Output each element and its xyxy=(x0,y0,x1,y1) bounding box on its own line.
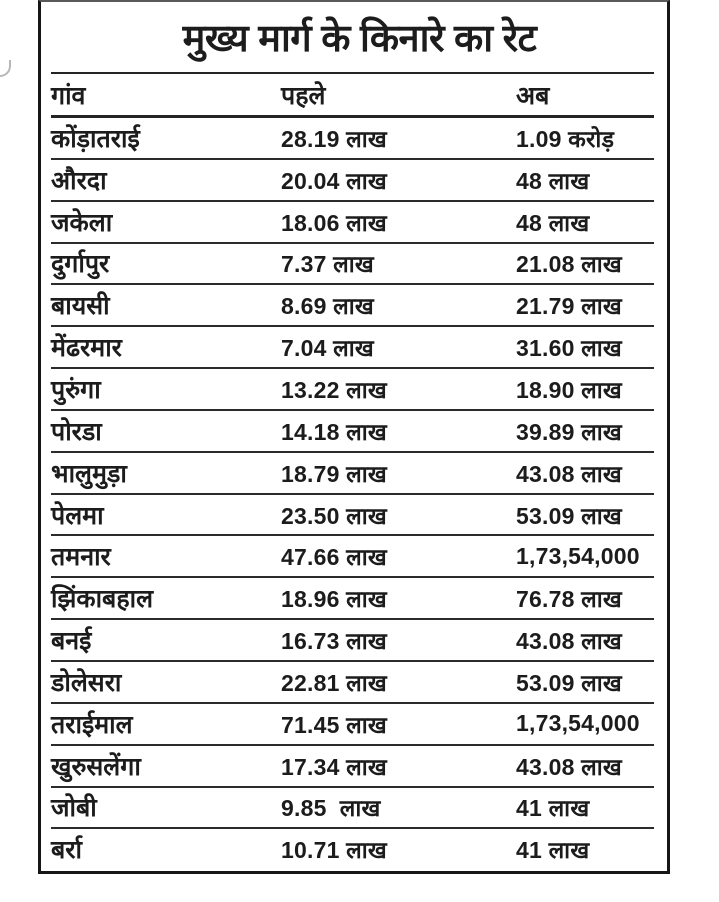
table-row: बर्रा 10.71 लाख 41 लाख xyxy=(51,829,654,869)
table-row: बनई 16.73 लाख 43.08 लाख xyxy=(51,620,654,662)
before-rate-cell: 16.73 लाख xyxy=(281,628,387,655)
now-rate-cell: 21.79 लाख xyxy=(516,293,622,320)
now-rate-cell: 1.09 करोड़ xyxy=(516,125,615,152)
table-row: तराईमाल 71.45 लाख 1,73,54,000 xyxy=(51,704,654,746)
now-rate-cell: 41 लाख xyxy=(516,837,590,864)
table-row: दुर्गापुर 7.37 लाख 21.08 लाख xyxy=(51,244,654,286)
now-rate-cell: 48 लाख xyxy=(516,167,590,194)
table-row: भालुमुड़ा 18.79 लाख 43.08 लाख xyxy=(51,453,654,495)
now-rate-cell: 1,73,54,000 xyxy=(516,710,640,737)
table-row: जकेला 18.06 लाख 48 लाख xyxy=(51,202,654,244)
before-rate-cell: 7.37 लाख xyxy=(281,251,374,278)
now-rate-cell: 53.09 लाख xyxy=(516,502,622,529)
rate-table-panel: मुख्य मार्ग के किनारे का रेट गांव पहले अ… xyxy=(38,0,670,874)
before-rate-cell: 18.06 लाख xyxy=(281,209,387,236)
table-row: तमनार 47.66 लाख 1,73,54,000 xyxy=(51,536,654,579)
village-cell: मेंढरमार xyxy=(51,334,122,363)
table-row: खुरुसलेंगा 17.34 लाख 43.08 लाख xyxy=(51,746,654,788)
table-row: मेंढरमार 7.04 लाख 31.60 लाख xyxy=(51,327,654,370)
table-row: झिंकाबहाल 18.96 लाख 76.78 लाख xyxy=(51,578,654,621)
before-rate-cell: 13.22 लाख xyxy=(281,376,387,403)
table-body: कोंड़ातराई 28.19 लाख 1.09 करोड़ औरदा 20.… xyxy=(51,118,654,869)
table-row: बायसी 8.69 लाख 21.79 लाख xyxy=(51,285,654,328)
village-cell: पुरुंगा xyxy=(51,375,101,404)
table-row: पेलमा 23.50 लाख 53.09 लाख xyxy=(51,495,654,537)
now-rate-cell: 53.09 लाख xyxy=(516,669,622,696)
village-cell: दुर्गापुर xyxy=(51,250,110,279)
village-cell: बर्रा xyxy=(51,836,82,865)
village-cell: झिंकाबहाल xyxy=(51,585,154,614)
village-cell: जोबी xyxy=(51,794,97,823)
before-rate-cell: 18.96 लाख xyxy=(281,586,387,613)
now-rate-cell: 21.08 लाख xyxy=(516,251,622,278)
now-rate-cell: 43.08 लाख xyxy=(516,628,622,655)
before-rate-cell: 47.66 लाख xyxy=(281,544,387,571)
table-row: कोंड़ातराई 28.19 लाख 1.09 करोड़ xyxy=(51,118,654,160)
column-header-before: पहले xyxy=(281,81,326,110)
now-rate-cell: 18.90 लाख xyxy=(516,376,622,403)
before-rate-cell: 20.04 लाख xyxy=(281,167,387,194)
village-cell: कोंड़ातराई xyxy=(51,124,140,153)
village-cell: पोरडा xyxy=(51,417,102,446)
village-cell: डोलेसरा xyxy=(51,668,122,697)
now-rate-cell: 31.60 लाख xyxy=(516,335,622,362)
before-rate-cell: 10.71 लाख xyxy=(281,837,387,864)
before-rate-cell: 8.69 लाख xyxy=(281,293,374,320)
village-cell: औरदा xyxy=(51,166,107,195)
village-cell: भालुमुड़ा xyxy=(51,459,127,488)
table-row: पुरुंगा 13.22 लाख 18.90 लाख xyxy=(51,369,654,411)
before-rate-cell: 7.04 लाख xyxy=(281,335,374,362)
before-rate-cell: 9.85 लाख xyxy=(281,795,381,822)
now-rate-cell: 43.08 लाख xyxy=(516,753,622,780)
now-rate-cell: 41 लाख xyxy=(516,795,590,822)
now-rate-cell: 43.08 लाख xyxy=(516,460,622,487)
before-rate-cell: 18.79 लाख xyxy=(281,460,387,487)
table-header-row: गांव पहले अब xyxy=(51,74,654,118)
table-row: जोबी 9.85 लाख 41 लाख xyxy=(51,788,654,830)
before-rate-cell: 17.34 लाख xyxy=(281,753,387,780)
village-cell: तमनार xyxy=(51,543,111,572)
before-rate-cell: 28.19 लाख xyxy=(281,125,387,152)
now-rate-cell: 48 लाख xyxy=(516,209,590,236)
column-header-now: अब xyxy=(516,81,550,110)
village-cell: बनई xyxy=(51,627,92,656)
before-rate-cell: 23.50 लाख xyxy=(281,502,387,529)
village-cell: तराईमाल xyxy=(51,710,133,739)
table-row: डोलेसरा 22.81 लाख 53.09 लाख xyxy=(51,662,654,704)
before-rate-cell: 22.81 लाख xyxy=(281,669,387,696)
table-row: पोरडा 14.18 लाख 39.89 लाख xyxy=(51,411,654,453)
now-rate-cell: 39.89 लाख xyxy=(516,418,622,445)
table-title-block: मुख्य मार्ग के किनारे का रेट xyxy=(51,2,654,74)
table-title: मुख्य मार्ग के किनारे का रेट xyxy=(182,18,537,60)
before-rate-cell: 14.18 लाख xyxy=(281,418,387,445)
village-cell: खुरुसलेंगा xyxy=(51,752,141,781)
before-rate-cell: 71.45 लाख xyxy=(281,711,387,738)
now-rate-cell: 76.78 लाख xyxy=(516,586,622,613)
now-rate-cell: 1,73,54,000 xyxy=(516,542,640,569)
column-header-village: गांव xyxy=(51,81,86,110)
village-cell: जकेला xyxy=(51,208,113,237)
village-cell: बायसी xyxy=(51,292,110,321)
left-edge-print-artifact xyxy=(0,60,11,77)
table-row: औरदा 20.04 लाख 48 लाख xyxy=(51,160,654,202)
village-cell: पेलमा xyxy=(51,501,104,530)
